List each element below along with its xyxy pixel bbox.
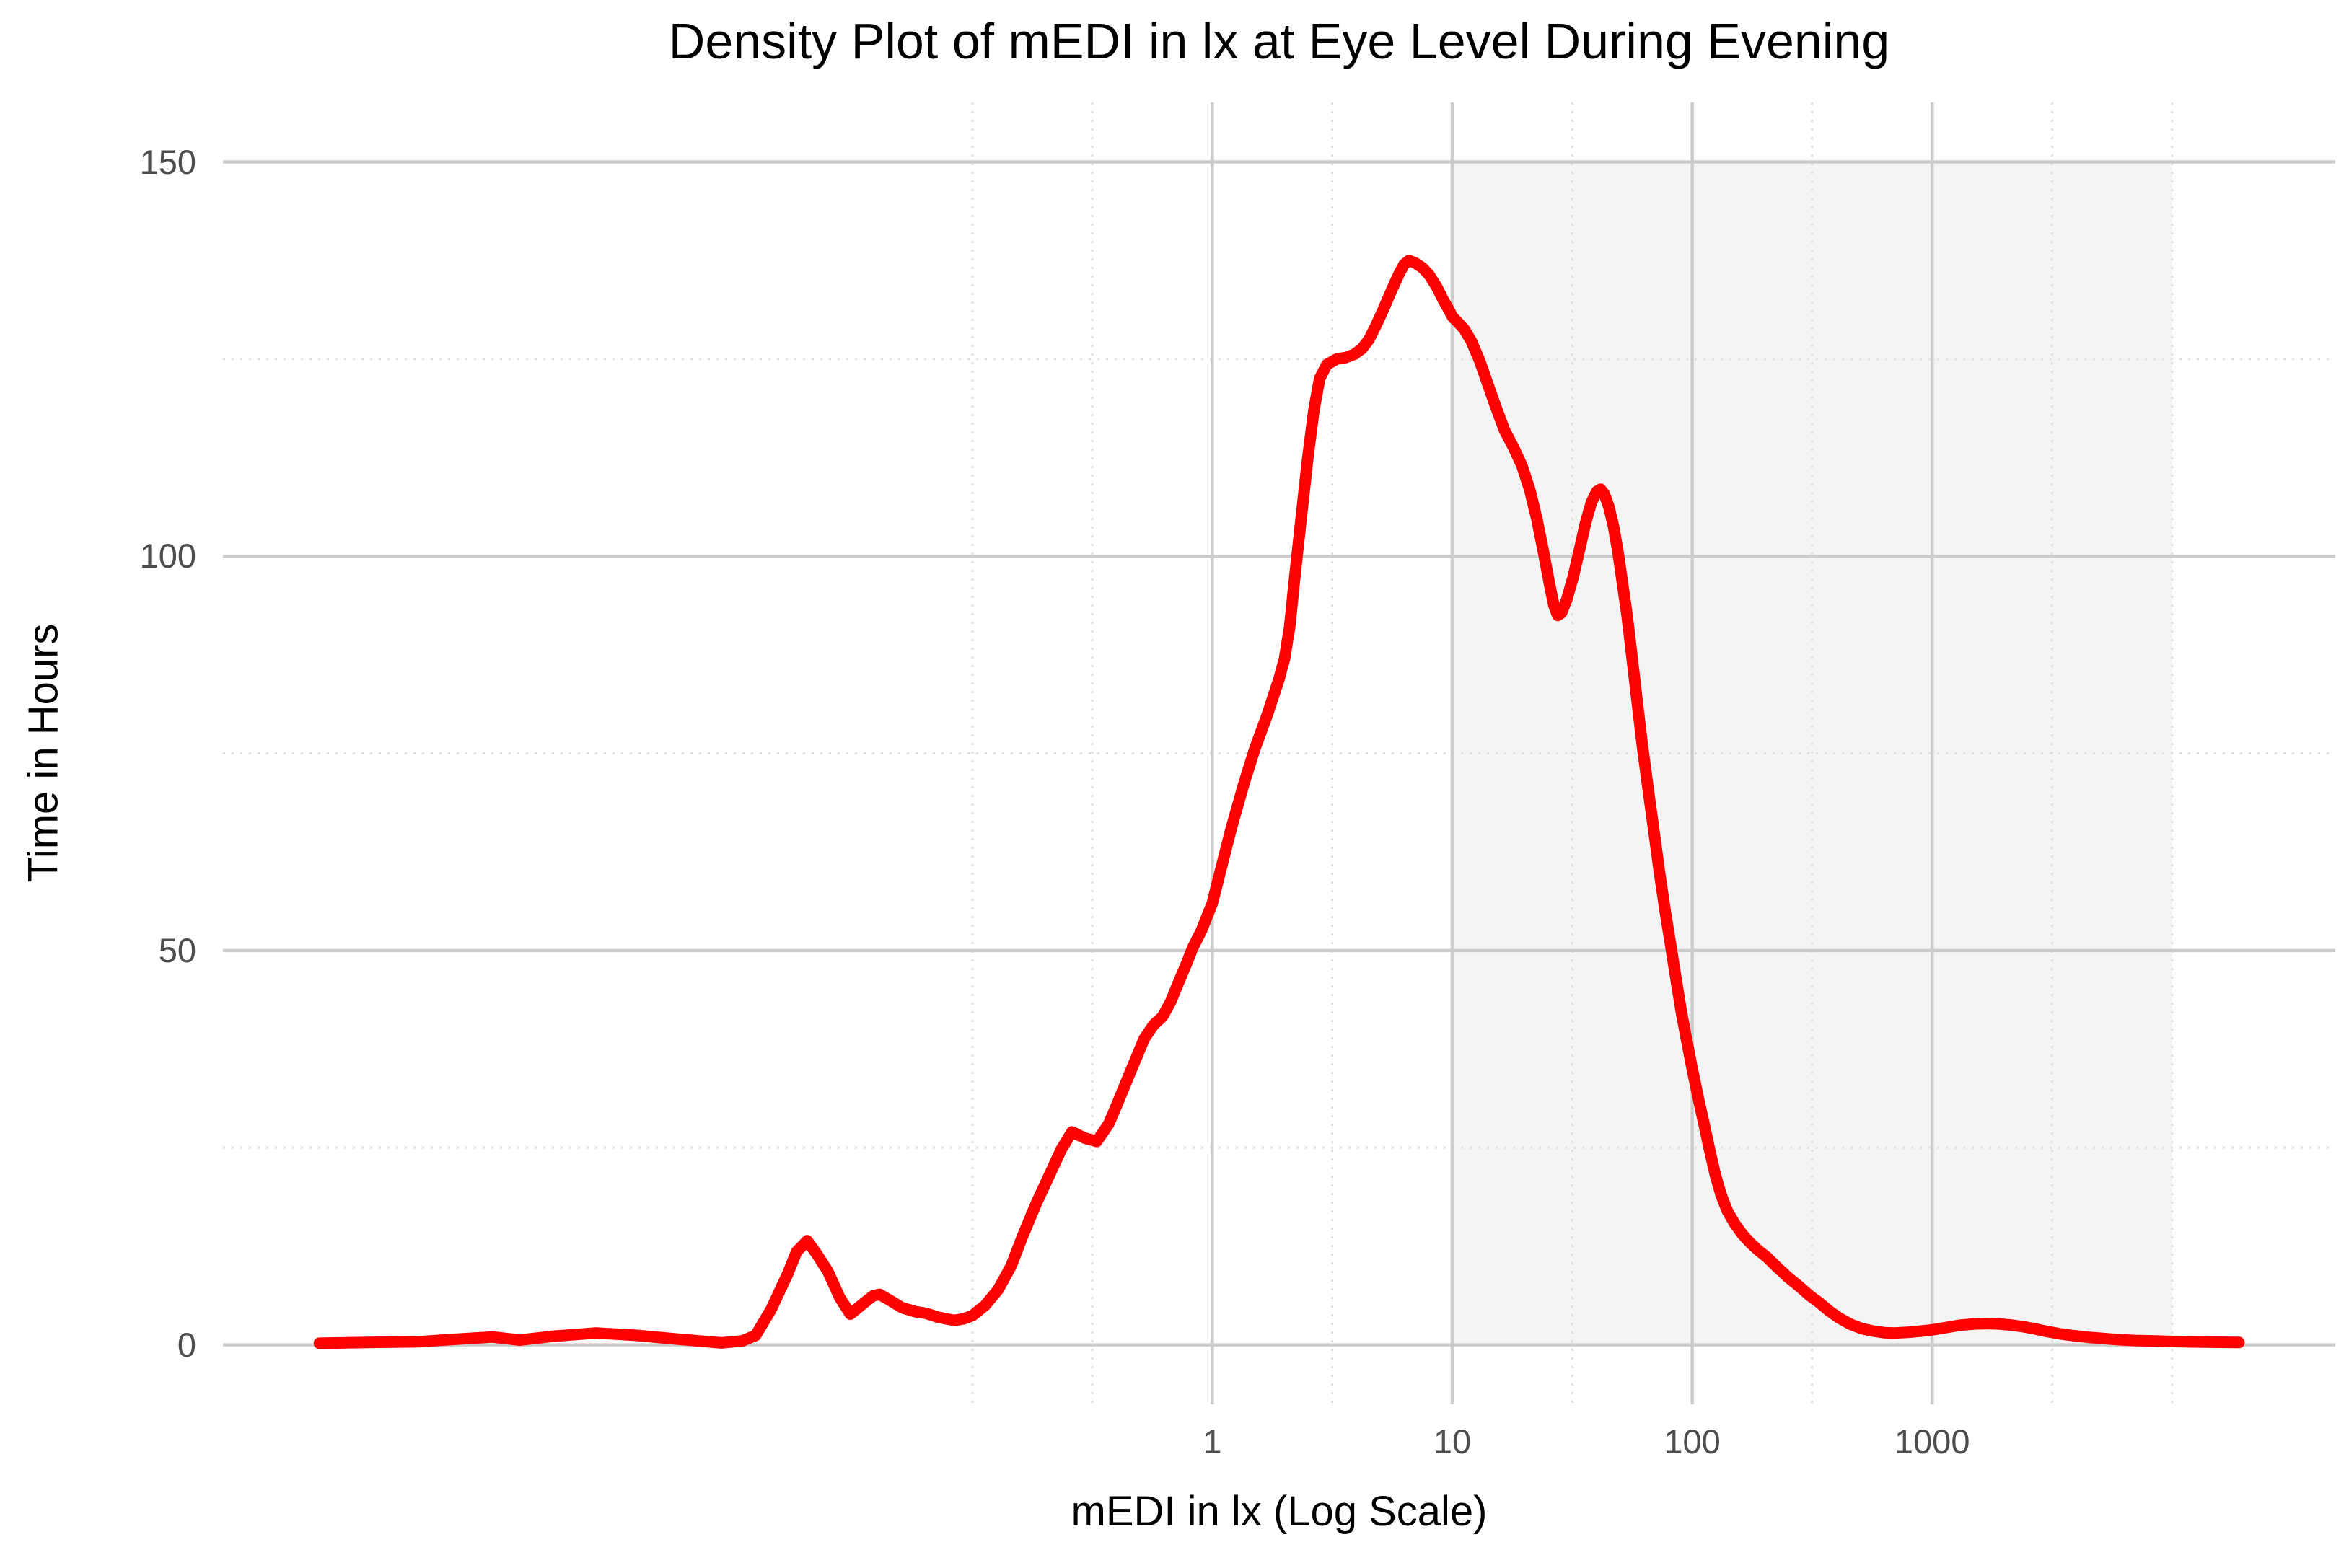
plot-title: Density Plot of mEDI in lx at Eye Level … bbox=[668, 13, 1890, 69]
y-tick-label: 150 bbox=[139, 142, 196, 181]
y-tick-label: 0 bbox=[177, 1325, 196, 1364]
x-tick-label: 1 bbox=[1203, 1422, 1222, 1461]
density-curve bbox=[313, 255, 2245, 1349]
x-tick-label: 10 bbox=[1433, 1422, 1472, 1461]
x-tick-label: 1000 bbox=[1894, 1422, 1970, 1461]
density-curve-layer bbox=[313, 255, 2245, 1349]
y-axis-title: Time in Hours bbox=[19, 623, 67, 883]
y-tick-label: 50 bbox=[158, 930, 196, 969]
major-gridlines bbox=[223, 102, 2335, 1404]
minor-gridlines bbox=[223, 102, 2335, 1404]
x-axis-title: mEDI in lx (Log Scale) bbox=[1071, 1488, 1488, 1535]
x-tick-label: 100 bbox=[1664, 1422, 1721, 1461]
y-tick-label: 100 bbox=[139, 537, 196, 576]
